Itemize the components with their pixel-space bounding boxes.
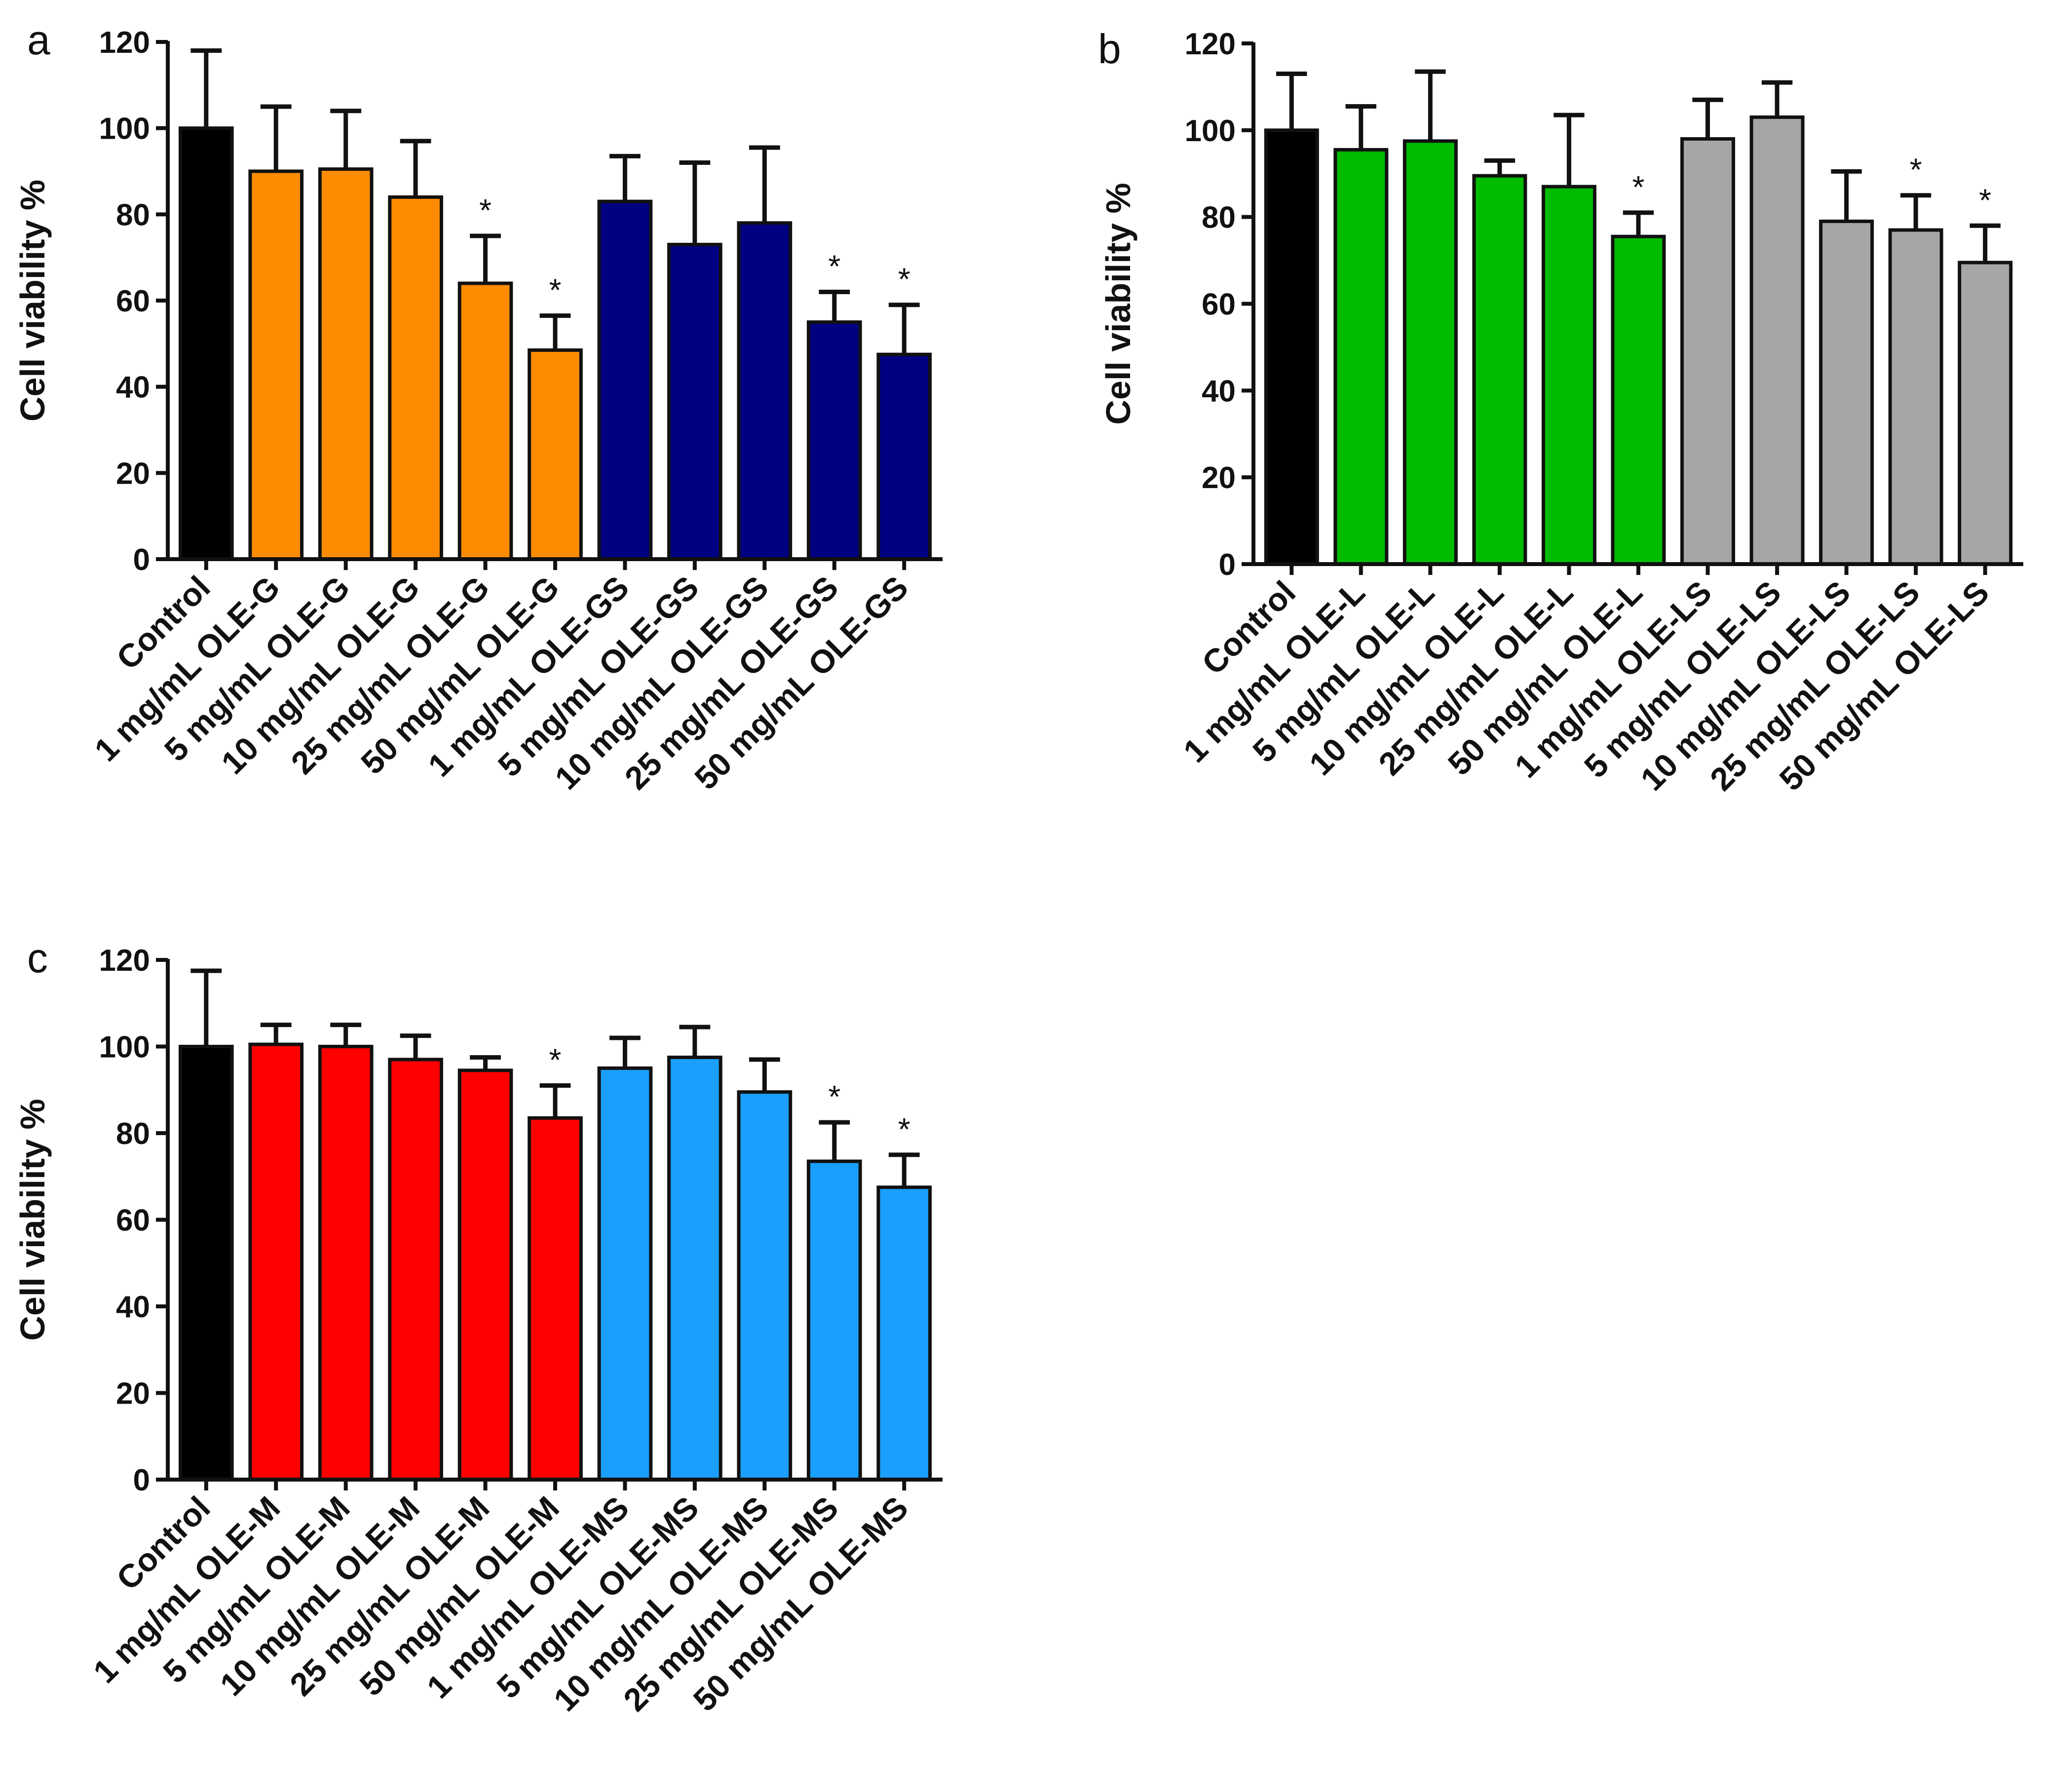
bar bbox=[178, 1045, 234, 1482]
bar bbox=[388, 1058, 443, 1482]
y-tick-label: 20 bbox=[116, 1377, 150, 1411]
y-tick-label: 40 bbox=[1202, 374, 1236, 408]
panel-letter: a bbox=[27, 17, 50, 63]
y-tick-label: 120 bbox=[99, 26, 150, 60]
bar bbox=[248, 169, 304, 561]
bar bbox=[1819, 219, 1874, 566]
y-tick-label: 80 bbox=[116, 198, 150, 232]
y-tick-label: 80 bbox=[116, 1117, 150, 1151]
significance-star: * bbox=[479, 192, 492, 228]
panel-letter: c bbox=[27, 935, 48, 981]
y-tick-label: 40 bbox=[116, 371, 150, 405]
bar bbox=[528, 1116, 583, 1482]
bar bbox=[318, 167, 374, 561]
significance-star: * bbox=[898, 262, 910, 297]
bar bbox=[1333, 148, 1389, 566]
bar bbox=[388, 195, 443, 561]
y-tick-label: 120 bbox=[1185, 27, 1236, 61]
bar bbox=[1749, 115, 1805, 566]
bar bbox=[528, 348, 583, 561]
bar bbox=[667, 242, 722, 561]
y-tick-label: 120 bbox=[99, 944, 150, 978]
y-tick-label: 80 bbox=[1202, 201, 1236, 235]
y-tick-label: 60 bbox=[1202, 288, 1236, 322]
bar bbox=[667, 1055, 722, 1482]
bar bbox=[248, 1042, 304, 1482]
y-tick-label: 40 bbox=[116, 1290, 150, 1324]
y-tick-label: 20 bbox=[1202, 461, 1236, 495]
y-tick-label: 60 bbox=[116, 284, 150, 318]
significance-star: * bbox=[1910, 152, 1922, 188]
bar bbox=[457, 1068, 513, 1482]
y-tick-label: 100 bbox=[99, 112, 150, 146]
y-axis-title: Cell viability % bbox=[13, 1099, 52, 1340]
bar bbox=[457, 281, 513, 561]
bar bbox=[1958, 261, 2013, 566]
y-tick-label: 20 bbox=[116, 457, 150, 491]
bar bbox=[178, 126, 234, 561]
bar bbox=[597, 1066, 653, 1482]
bar bbox=[737, 1090, 793, 1482]
bar bbox=[806, 1159, 862, 1482]
y-tick-label: 0 bbox=[133, 1463, 150, 1497]
y-tick-label: 0 bbox=[133, 543, 150, 577]
y-axis-title: Cell viability % bbox=[13, 180, 52, 421]
bar bbox=[737, 221, 793, 561]
significance-star: * bbox=[549, 272, 562, 308]
bar bbox=[597, 199, 653, 561]
significance-star: * bbox=[828, 1079, 840, 1114]
significance-star: * bbox=[1979, 182, 1991, 218]
bar bbox=[1611, 234, 1666, 566]
bar bbox=[1402, 139, 1458, 566]
bar bbox=[1541, 185, 1596, 566]
y-tick-label: 100 bbox=[99, 1030, 150, 1065]
significance-star: * bbox=[1632, 169, 1645, 205]
y-tick-label: 60 bbox=[116, 1204, 150, 1238]
bar bbox=[876, 352, 932, 561]
y-axis-title: Cell viability % bbox=[1099, 183, 1137, 424]
y-tick-label: 100 bbox=[1185, 114, 1236, 148]
significance-star: * bbox=[898, 1111, 910, 1147]
panel-letter: b bbox=[1098, 26, 1121, 72]
bar bbox=[1888, 228, 1943, 566]
bar bbox=[318, 1045, 374, 1482]
bar bbox=[806, 320, 862, 561]
y-tick-label: 0 bbox=[1219, 548, 1236, 582]
bar bbox=[876, 1185, 932, 1482]
bar bbox=[1680, 137, 1736, 566]
significance-star: * bbox=[549, 1042, 562, 1077]
significance-star: * bbox=[828, 249, 840, 284]
bar bbox=[1264, 128, 1319, 566]
bar bbox=[1472, 174, 1527, 566]
